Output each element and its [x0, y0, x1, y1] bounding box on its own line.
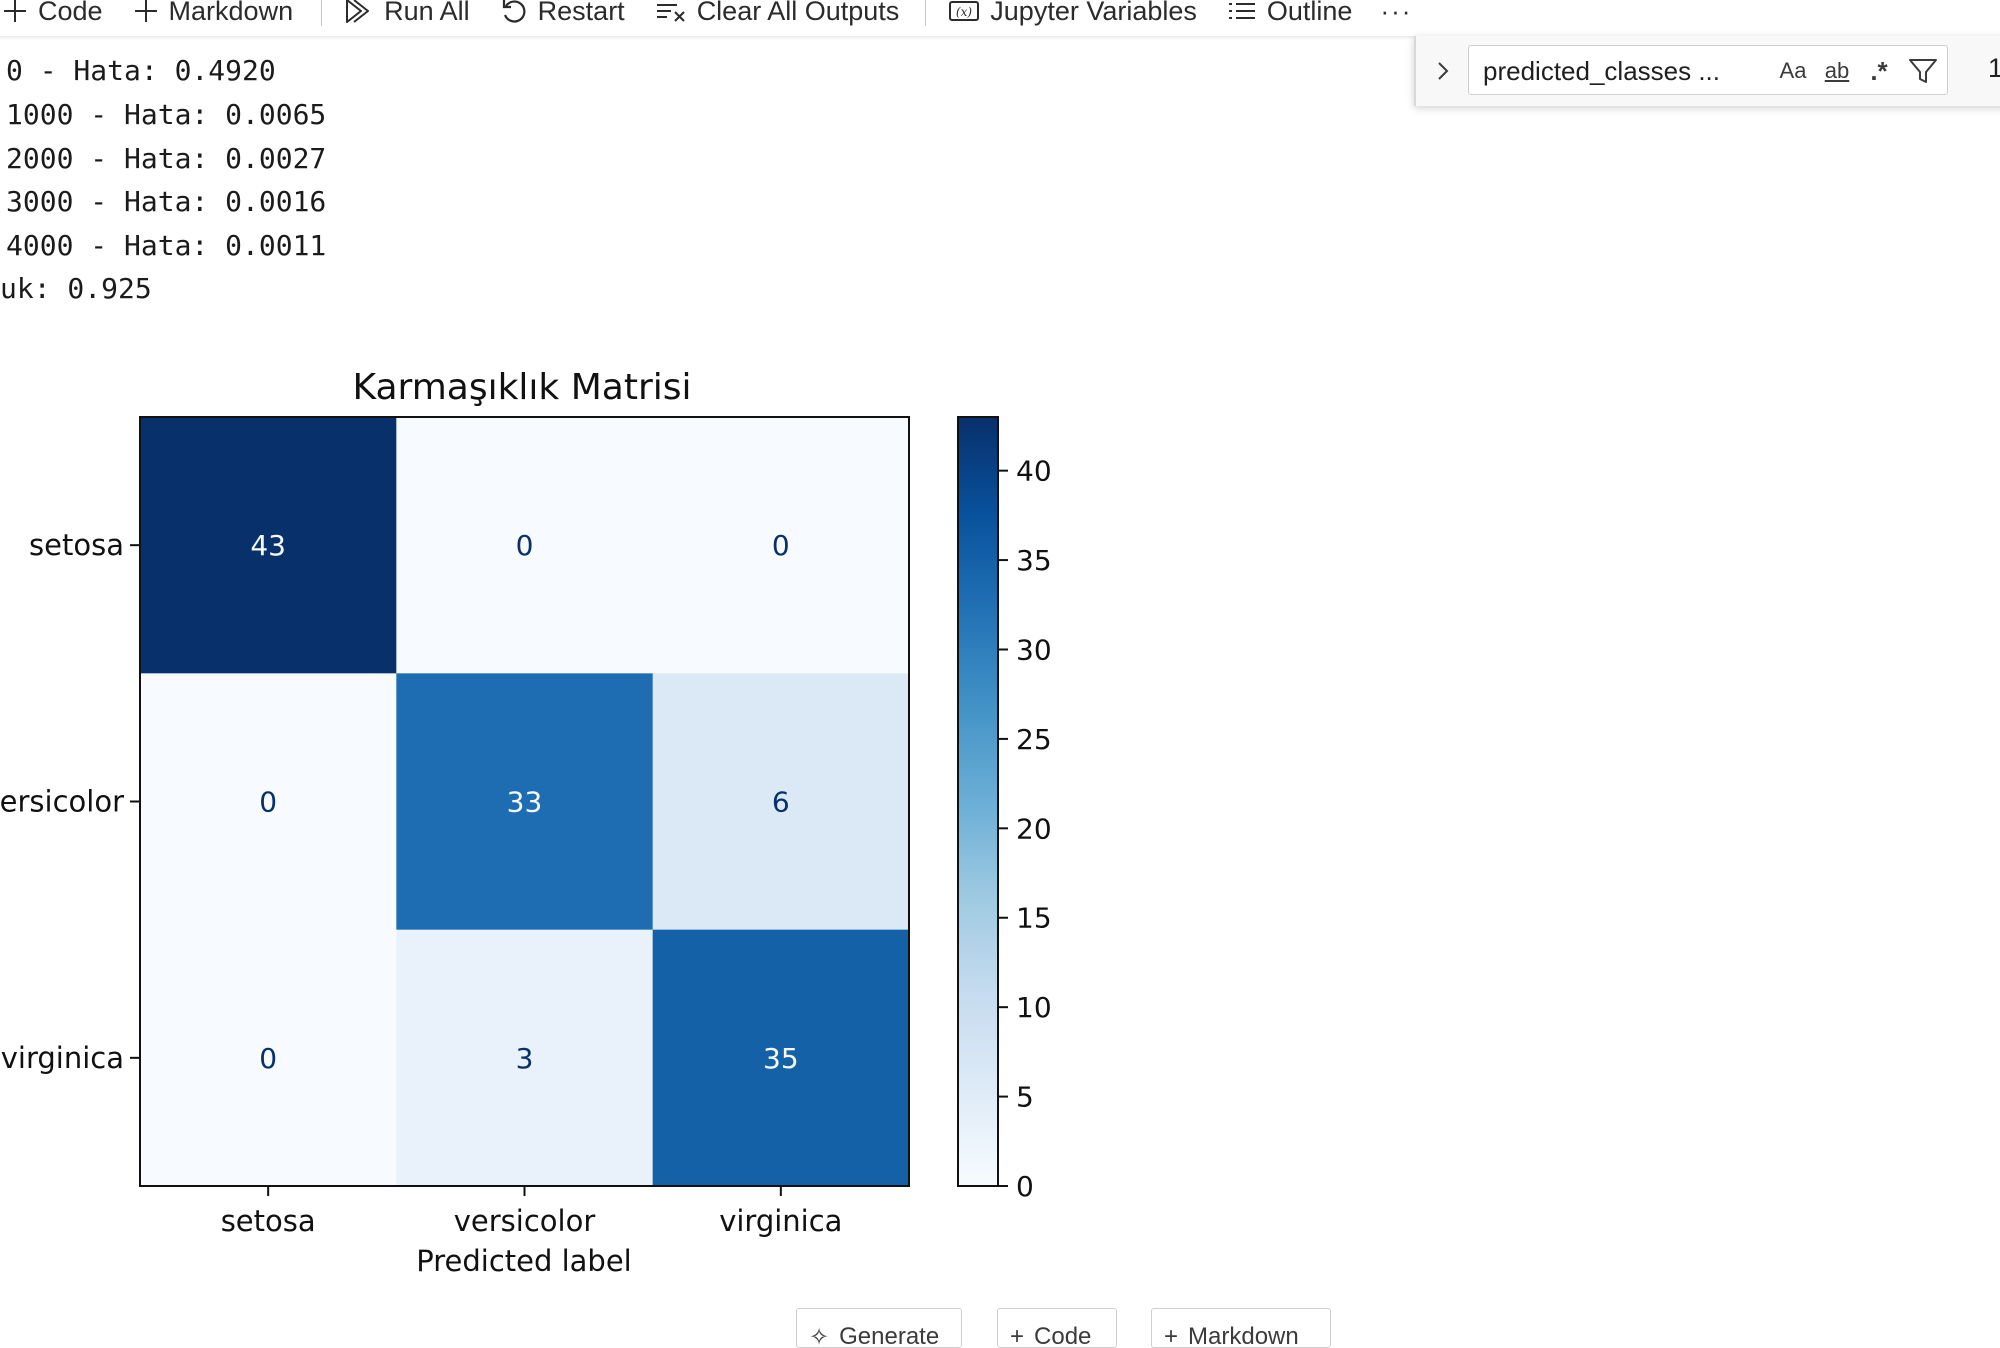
colorbar-tick-label: 30 — [1016, 633, 1052, 666]
colorbar-tick-label: 25 — [1016, 723, 1052, 756]
outline-label: Outline — [1266, 0, 1353, 26]
heatmap-cells: 43 0 0 0 33 6 0 3 35 — [140, 417, 910, 1187]
colorbar-tick-label: 5 — [1016, 1081, 1034, 1114]
y-axis: setosa ersicolor virginica — [0, 528, 140, 1075]
plus-icon — [4, 0, 26, 22]
cell-value-label: 33 — [507, 786, 543, 819]
x-tick-label: setosa — [221, 1204, 316, 1238]
cell-value-label: 6 — [772, 786, 790, 819]
more-actions-button[interactable]: ··· — [1380, 0, 1412, 29]
svg-text:(x): (x) — [956, 5, 972, 19]
cell-value-label: 0 — [772, 529, 790, 562]
find-input[interactable] — [1481, 54, 1775, 88]
restart-button[interactable]: Restart — [500, 0, 625, 29]
cell-value-label: 0 — [516, 529, 534, 562]
jupyter-variables-label: Jupyter Variables — [990, 0, 1197, 26]
x-axis-label: Predicted label — [416, 1244, 632, 1278]
heatmap-cell — [652, 929, 910, 1187]
heatmap-cell — [396, 673, 654, 931]
y-tick-label: ersicolor — [0, 785, 124, 819]
chart-title: Karmaşıklık Matrisi — [352, 367, 691, 408]
heatmap-cell — [652, 673, 910, 931]
run-all-icon — [346, 0, 370, 23]
add-markdown-cell-label: Markdown — [1188, 1323, 1299, 1348]
colorbar-tick-label: 35 — [1016, 544, 1052, 577]
clear-outputs-icon — [656, 4, 685, 22]
outline-icon — [1228, 3, 1255, 19]
add-code-button[interactable]: Code — [2, 0, 103, 29]
variables-icon: (x) — [949, 1, 980, 21]
output-line: 3000 - Hata: 0.0016 — [6, 185, 327, 218]
plus-icon: + — [1164, 1323, 1179, 1348]
output-line: uk: 0.925 — [0, 272, 152, 305]
generate-button[interactable]: ✧ Generate — [796, 1308, 962, 1348]
notebook-toolbar: Code Markdown Run All Restart Clear All … — [0, 0, 2000, 36]
x-axis: setosa versicolor virginica — [221, 1186, 842, 1238]
heatmap-cell — [652, 417, 910, 674]
heatmap-cell — [396, 929, 654, 1187]
colorbar-ticks: 0 5 10 15 20 25 30 35 40 — [998, 455, 1052, 1203]
add-code-cell-button[interactable]: + Code — [997, 1308, 1117, 1348]
restart-icon — [502, 0, 526, 23]
clear-all-outputs-label: Clear All Outputs — [696, 0, 900, 26]
y-tick-label: setosa — [29, 528, 124, 562]
add-markdown-button[interactable]: Markdown — [133, 0, 294, 29]
run-all-button[interactable]: Run All — [344, 0, 470, 29]
match-case-toggle[interactable]: Aa — [1779, 58, 1807, 83]
plus-icon — [134, 0, 157, 22]
add-code-cell-label: Code — [1034, 1323, 1092, 1348]
add-markdown-label: Markdown — [168, 0, 294, 26]
add-markdown-cell-button[interactable]: + Markdown — [1151, 1308, 1331, 1348]
jupyter-variables-button[interactable]: (x) Jupyter Variables — [948, 0, 1197, 29]
heatmap-cell — [140, 673, 397, 931]
plus-icon: + — [1010, 1323, 1025, 1348]
regex-toggle[interactable]: .* — [1870, 55, 1888, 86]
cell-value-label: 0 — [259, 786, 277, 819]
colorbar-tick-label: 20 — [1016, 812, 1052, 845]
colorbar-tick-label: 10 — [1016, 991, 1052, 1024]
x-tick-label: versicolor — [454, 1204, 596, 1238]
heatmap-cell — [140, 929, 397, 1187]
find-input-box: Aa ab .* — [1468, 45, 1948, 95]
filter-icon[interactable] — [1905, 55, 1941, 87]
whole-word-toggle[interactable]: ab — [1824, 58, 1850, 83]
generate-label: Generate — [839, 1323, 940, 1348]
toolbar-divider — [925, 0, 927, 26]
sparkle-icon: ✧ — [809, 1324, 830, 1348]
add-code-label: Code — [38, 0, 103, 26]
find-match-count: 1 — [1988, 53, 2000, 83]
heatmap-cell — [140, 417, 397, 674]
colorbar-tick-label: 15 — [1016, 902, 1052, 935]
restart-label: Restart — [537, 0, 625, 26]
output-line: 2000 - Hata: 0.0027 — [6, 142, 327, 175]
cell-value-label: 0 — [259, 1042, 277, 1075]
toolbar-shadow — [0, 36, 2000, 40]
clear-all-outputs-button[interactable]: Clear All Outputs — [655, 0, 900, 29]
output-line: 0 - Hata: 0.4920 — [6, 54, 276, 87]
output-line: 1000 - Hata: 0.0065 — [6, 98, 327, 131]
colorbar-tick-label: 40 — [1016, 455, 1052, 488]
cell-value-label: 35 — [763, 1042, 799, 1075]
run-all-label: Run All — [384, 0, 470, 26]
outline-button[interactable]: Outline — [1227, 0, 1353, 29]
x-tick-label: virginica — [719, 1204, 842, 1238]
colorbar — [957, 416, 999, 1187]
cell-value-label: 3 — [516, 1042, 534, 1075]
cell-value-label: 43 — [250, 529, 286, 562]
output-line: 4000 - Hata: 0.0011 — [6, 229, 327, 262]
heatmap-cell — [396, 417, 654, 674]
more-actions-label: ··· — [1380, 0, 1413, 26]
colorbar-tick-label: 0 — [1016, 1170, 1034, 1203]
chevron-right-icon[interactable] — [1430, 58, 1456, 84]
toolbar-divider — [321, 0, 323, 26]
find-widget: Aa ab .* 1 — [1414, 36, 2000, 106]
y-tick-label: virginica — [1, 1041, 124, 1075]
